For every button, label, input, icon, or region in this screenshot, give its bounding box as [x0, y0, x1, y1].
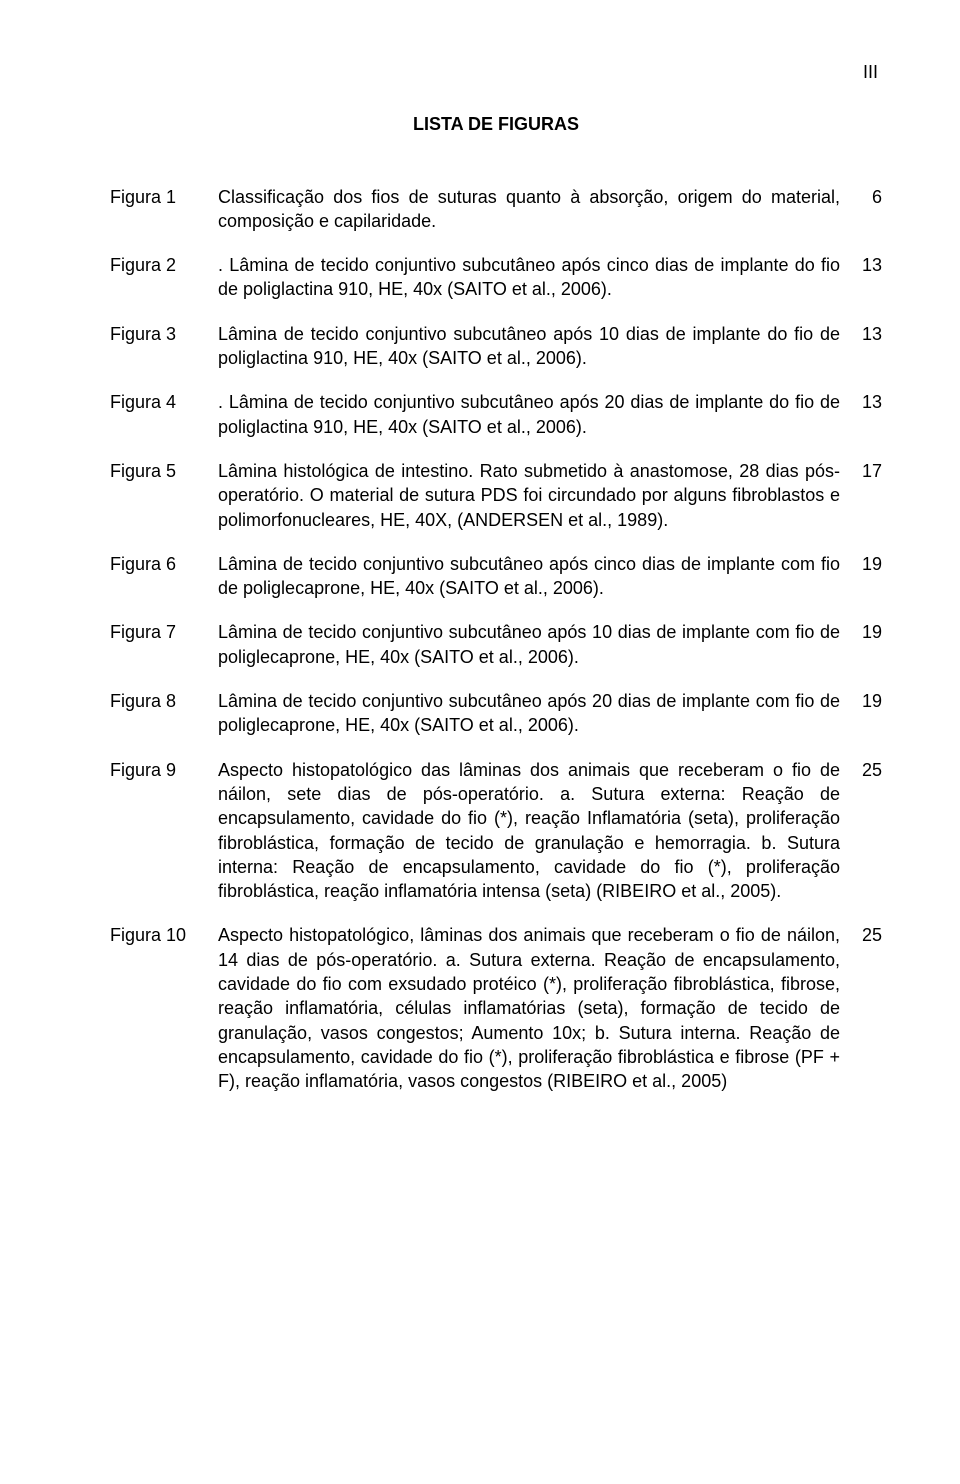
figure-page: 6: [848, 185, 882, 209]
figure-page: 13: [848, 390, 882, 414]
figure-page: 19: [848, 552, 882, 576]
figure-description: Aspecto histopatológico das lâminas dos …: [218, 758, 848, 904]
figure-page: 19: [848, 689, 882, 713]
figure-page: 25: [848, 758, 882, 782]
figure-label: Figura 5: [110, 459, 218, 483]
figure-page: 25: [848, 923, 882, 947]
figure-label: Figura 1: [110, 185, 218, 209]
figure-description: Lâmina de tecido conjuntivo subcutâneo a…: [218, 620, 848, 669]
figure-description: Lâmina de tecido conjuntivo subcutâneo a…: [218, 322, 848, 371]
figure-entry: Figura 9 Aspecto histopatológico das lâm…: [110, 758, 882, 904]
figure-label: Figura 6: [110, 552, 218, 576]
figure-entry: Figura 5 Lâmina histológica de intestino…: [110, 459, 882, 532]
figure-page: 19: [848, 620, 882, 644]
figure-label: Figura 3: [110, 322, 218, 346]
figure-description: Aspecto histopatológico, lâminas dos ani…: [218, 923, 848, 1093]
figure-entry: Figura 6 Lâmina de tecido conjuntivo sub…: [110, 552, 882, 601]
figure-description: Lâmina de tecido conjuntivo subcutâneo a…: [218, 552, 848, 601]
list-title: LISTA DE FIGURAS: [110, 112, 882, 136]
figure-description: Lâmina histológica de intestino. Rato su…: [218, 459, 848, 532]
figure-label: Figura 10: [110, 923, 218, 947]
figure-description: . Lâmina de tecido conjuntivo subcutâneo…: [218, 390, 848, 439]
page-container: III LISTA DE FIGURAS Figura 1 Classifica…: [0, 0, 960, 1154]
figure-entry: Figura 7 Lâmina de tecido conjuntivo sub…: [110, 620, 882, 669]
figure-entry: Figura 3 Lâmina de tecido conjuntivo sub…: [110, 322, 882, 371]
figure-page: 13: [848, 322, 882, 346]
figure-description: Classificação dos fios de suturas quanto…: [218, 185, 848, 234]
figure-entry: Figura 8 Lâmina de tecido conjuntivo sub…: [110, 689, 882, 738]
figure-label: Figura 7: [110, 620, 218, 644]
figure-entry: Figura 1 Classificação dos fios de sutur…: [110, 185, 882, 234]
figure-description: . Lâmina de tecido conjuntivo subcutâneo…: [218, 253, 848, 302]
figure-entry: Figura 2 . Lâmina de tecido conjuntivo s…: [110, 253, 882, 302]
figure-label: Figura 4: [110, 390, 218, 414]
page-number-roman: III: [110, 60, 882, 84]
figure-description: Lâmina de tecido conjuntivo subcutâneo a…: [218, 689, 848, 738]
figure-entry: Figura 10 Aspecto histopatológico, lâmin…: [110, 923, 882, 1093]
figure-label: Figura 8: [110, 689, 218, 713]
figure-label: Figura 9: [110, 758, 218, 782]
figure-page: 13: [848, 253, 882, 277]
figure-page: 17: [848, 459, 882, 483]
figure-entry: Figura 4 . Lâmina de tecido conjuntivo s…: [110, 390, 882, 439]
figure-label: Figura 2: [110, 253, 218, 277]
